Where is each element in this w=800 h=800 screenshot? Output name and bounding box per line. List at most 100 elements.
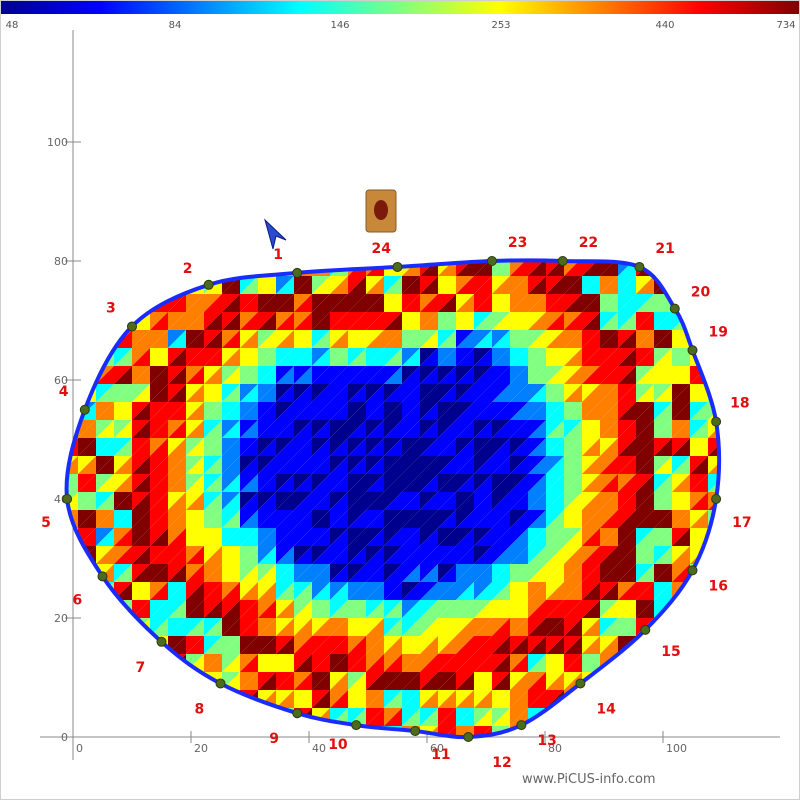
heat-cell [726, 690, 744, 708]
heat-cell [96, 726, 114, 738]
heat-cell [78, 654, 96, 672]
heat-cell [528, 672, 546, 690]
heat-cell [564, 366, 582, 384]
heat-cell [294, 294, 312, 312]
heat-cell [366, 744, 384, 762]
heat-cell [528, 618, 546, 636]
heat-cell [312, 618, 330, 636]
heat-cell [690, 438, 708, 456]
heat-cell [582, 402, 600, 420]
heat-cell [708, 294, 720, 312]
heat-cell [78, 672, 96, 690]
heat-cell [186, 510, 204, 528]
heat-cell [744, 258, 762, 276]
heat-cell [66, 402, 78, 420]
heat-cell [366, 582, 384, 600]
heat-cell [78, 240, 96, 258]
heat-cell [690, 618, 708, 636]
heat-cell [240, 492, 258, 510]
heat-cell [384, 600, 402, 618]
sensor-point-9 [292, 708, 303, 719]
colorbar-label-1: 84 [168, 20, 182, 31]
heat-cell [78, 330, 96, 348]
heat-cell [528, 510, 546, 528]
heat-cell [66, 654, 78, 672]
heat-cell [420, 294, 438, 312]
heat-cell [726, 744, 744, 762]
heat-cell [420, 384, 438, 402]
heat-cell [492, 276, 510, 294]
heat-cell [708, 654, 720, 672]
heat-cell [456, 492, 474, 510]
heat-cell [366, 528, 384, 546]
heat-cell [456, 438, 474, 456]
heat-cell [438, 384, 456, 402]
heat-cell [204, 618, 222, 636]
heat-cell [744, 330, 762, 348]
heat-cell [312, 600, 330, 618]
heat-cell [744, 276, 762, 294]
heat-cell [420, 474, 438, 492]
heat-cell [708, 276, 720, 294]
heat-cell [330, 276, 348, 294]
heat-cell [78, 456, 96, 474]
heat-cell [456, 402, 474, 420]
heat-cell [384, 672, 402, 690]
heat-cell [744, 474, 762, 492]
heat-cell [744, 654, 762, 672]
heat-cell [150, 240, 168, 258]
sensor-point-4 [79, 404, 90, 415]
heat-cell [96, 654, 114, 672]
heat-cell [636, 654, 654, 672]
heat-cell [66, 312, 78, 330]
heat-cell [726, 564, 744, 582]
heat-cell [150, 600, 168, 618]
heat-cell [456, 420, 474, 438]
heat-cell [222, 474, 240, 492]
y-tick-label: 100 [47, 136, 68, 149]
heat-cell [420, 456, 438, 474]
heat-cell [150, 654, 168, 672]
heat-cell [510, 672, 528, 690]
heat-cell [510, 636, 528, 654]
heat-cell [168, 330, 186, 348]
heat-cell [744, 366, 762, 384]
x-tick-label: 60 [430, 742, 444, 755]
heat-cell [96, 744, 114, 762]
heat-cell [186, 492, 204, 510]
heat-cell [168, 726, 186, 738]
heat-cell [510, 474, 528, 492]
heat-cell [564, 420, 582, 438]
heat-cell [168, 600, 186, 618]
heat-cell [636, 690, 654, 708]
heat-cell [564, 276, 582, 294]
heat-cell [168, 312, 186, 330]
heat-cell [582, 744, 600, 762]
heat-cell [366, 600, 384, 618]
x-tick-label: 80 [548, 742, 562, 755]
heat-cell [114, 240, 132, 258]
heat-cell [546, 240, 564, 258]
heat-cell [420, 528, 438, 546]
heat-cell [420, 564, 438, 582]
heat-cell [600, 240, 618, 258]
heat-cell [726, 276, 744, 294]
sensor-point-14 [575, 678, 586, 689]
heat-cell [222, 600, 240, 618]
heat-cell [456, 312, 474, 330]
heat-cell [618, 492, 636, 510]
sensor-point-2 [203, 279, 214, 290]
heat-cell [96, 546, 114, 564]
heat-cell [150, 456, 168, 474]
heat-cell [96, 600, 114, 618]
heat-cell [690, 260, 708, 276]
heat-cell [582, 618, 600, 636]
heat-cell [330, 582, 348, 600]
heat-cell [546, 492, 564, 510]
heat-cell [366, 708, 384, 726]
heat-cell [564, 618, 582, 636]
heat-cell [528, 438, 546, 456]
heat-cell [66, 636, 78, 654]
heat-cell [708, 636, 720, 654]
heat-cell [348, 528, 366, 546]
